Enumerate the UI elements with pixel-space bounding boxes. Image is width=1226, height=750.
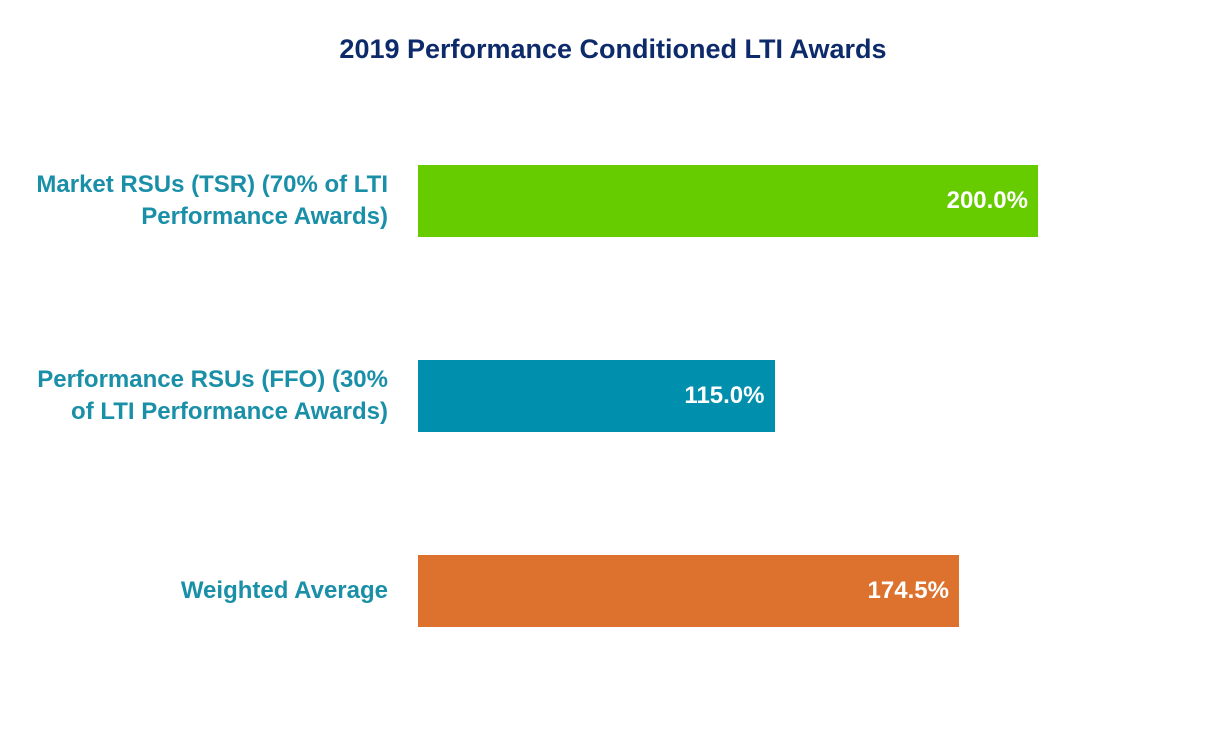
- bar: [418, 165, 1038, 237]
- bar: [418, 360, 775, 432]
- value-label: 174.5%: [867, 577, 949, 604]
- category-label: Weighted Average: [180, 577, 388, 604]
- value-label: 200.0%: [946, 187, 1028, 214]
- value-label: 115.0%: [684, 382, 765, 409]
- bar: [418, 555, 959, 627]
- category-label: Market RSUs (TSR) (70% of LTI Performanc…: [36, 171, 388, 230]
- chart-title: 2019 Performance Conditioned LTI Awards: [339, 34, 887, 64]
- category-label: Performance RSUs (FFO) (30% of LTI Perfo…: [37, 366, 388, 425]
